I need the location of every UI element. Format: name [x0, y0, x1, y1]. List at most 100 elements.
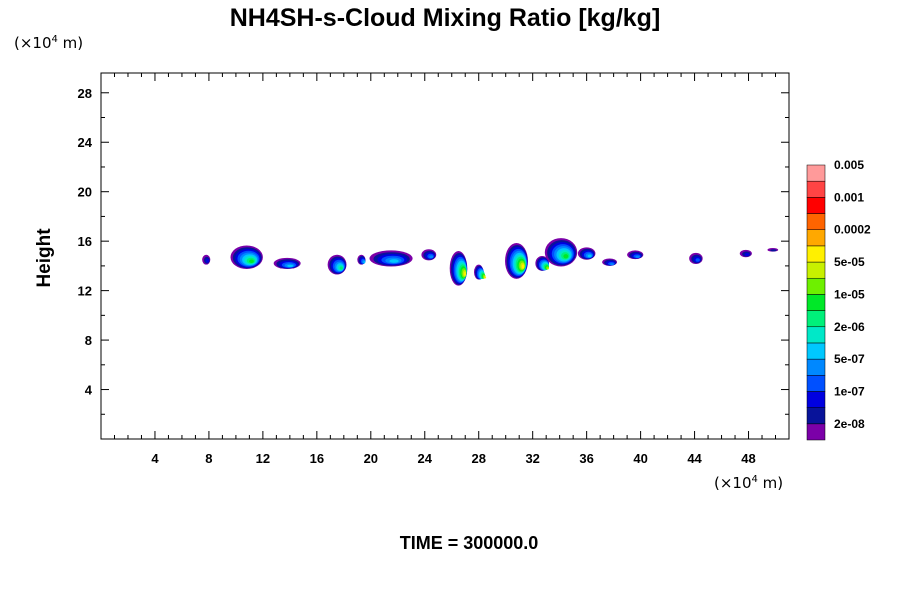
- colorbar-swatch: [806, 229, 826, 247]
- contour-level: [521, 264, 525, 269]
- contour-level: [770, 249, 777, 252]
- contour-level: [744, 252, 750, 257]
- contour-level: [587, 254, 592, 258]
- y-axis-unit-prefix: (×10: [14, 34, 52, 52]
- contour-level: [249, 259, 254, 263]
- contour-level: [389, 259, 399, 263]
- cloud-cell: [474, 264, 487, 280]
- cloud-cell: [689, 252, 703, 265]
- contour-level: [205, 258, 210, 263]
- colorbar-swatch: [806, 358, 826, 376]
- colorbar-label: 0.005: [834, 158, 864, 172]
- plot-frame: [100, 72, 790, 440]
- colorbar-label: 0.0002: [834, 223, 871, 237]
- colorbar-swatch: [806, 164, 826, 182]
- contour-level: [363, 261, 366, 264]
- cloud-cell: [544, 238, 578, 267]
- x-tick-label: 24: [418, 451, 433, 466]
- x-axis-unit-exponent: 4: [752, 474, 758, 485]
- colorbar-swatch: [806, 375, 826, 392]
- colorbar-swatch: [806, 197, 826, 214]
- x-tick-label: 32: [525, 451, 539, 466]
- cloud-cell: [505, 243, 528, 279]
- colorbar-swatch: [806, 294, 826, 311]
- cloud-cell: [739, 249, 752, 258]
- y-tick-label: 16: [78, 234, 92, 249]
- cloud-cell: [230, 245, 263, 269]
- contour-level: [695, 258, 700, 262]
- x-axis-unit-prefix: (×10: [714, 474, 752, 492]
- colorbar-swatch: [806, 423, 826, 441]
- x-tick-label: 28: [471, 451, 485, 466]
- y-axis-unit-exponent: 4: [52, 34, 58, 45]
- x-tick-label: 16: [310, 451, 324, 466]
- x-axis-unit-suffix: m): [758, 474, 783, 492]
- colorbar-label: 1e-07: [834, 384, 865, 398]
- colorbar-label: 5e-07: [834, 352, 865, 366]
- cloud-cell: [602, 258, 617, 266]
- y-tick-label: 8: [85, 333, 92, 348]
- colorbar-swatch: [806, 180, 826, 198]
- cloud-cell: [627, 250, 644, 260]
- y-tick-label: 28: [78, 86, 92, 101]
- x-tick-label: 40: [633, 451, 647, 466]
- colorbar-swatch: [806, 213, 826, 230]
- colorbar-swatch: [806, 277, 826, 295]
- y-axis-label: Height: [34, 228, 55, 288]
- colorbar-swatch: [806, 407, 826, 425]
- colorbar: [806, 164, 826, 441]
- colorbar-label: 0.001: [834, 190, 864, 204]
- y-axis-unit: (×104 m): [14, 34, 83, 52]
- y-tick-label: 24: [78, 135, 93, 150]
- y-tick-label: 4: [85, 383, 93, 398]
- axis-ticks: [101, 73, 789, 439]
- colorbar-label: 2e-06: [834, 320, 865, 334]
- contour-level: [339, 266, 343, 270]
- x-tick-label: 44: [687, 451, 702, 466]
- cloud-cells: [202, 238, 779, 286]
- colorbar-swatch: [806, 326, 826, 344]
- y-tick-labels: 4 8 12 16 20 24 28: [78, 86, 93, 398]
- contour-level: [484, 276, 487, 279]
- contour-level: [610, 263, 614, 266]
- x-tick-label: 8: [205, 451, 212, 466]
- x-tick-label: 20: [364, 451, 378, 466]
- contour-level: [563, 254, 569, 259]
- contour-level: [429, 255, 434, 259]
- colorbar-label: 5e-05: [834, 255, 865, 269]
- y-tick-label: 12: [78, 284, 92, 299]
- chart-title: NH4SH-s-Cloud Mixing Ratio [kg/kg]: [230, 4, 661, 32]
- cloud-cell: [273, 257, 301, 269]
- colorbar-swatch: [806, 245, 826, 263]
- colorbar-swatch: [806, 261, 826, 279]
- x-tick-label: 48: [741, 451, 755, 466]
- colorbar-swatch: [806, 391, 826, 408]
- y-tick-label: 20: [78, 185, 92, 200]
- x-tick-labels: 4 8 12 16 20 24 28 32 36 40 44 48: [151, 451, 755, 466]
- cloud-cell: [449, 251, 468, 286]
- colorbar-label: 2e-08: [834, 417, 865, 431]
- time-label: TIME = 300000.0: [400, 533, 539, 553]
- cloud-cell: [357, 254, 366, 265]
- colorbar-label: 1e-05: [834, 287, 865, 301]
- contour-level: [635, 255, 640, 258]
- x-tick-label: 4: [151, 451, 159, 466]
- x-tick-label: 12: [256, 451, 270, 466]
- contour-level: [464, 271, 467, 276]
- colorbar-swatch: [806, 342, 826, 360]
- cloud-cell: [202, 254, 211, 265]
- cloud-cell: [327, 254, 347, 275]
- x-tick-label: 36: [579, 451, 593, 466]
- colorbar-swatch: [806, 310, 826, 328]
- cloud-cell: [577, 247, 596, 260]
- contour-level: [287, 264, 294, 268]
- cloud-cell: [535, 256, 549, 271]
- y-axis-unit-suffix: m): [58, 34, 83, 52]
- cloud-cell: [369, 250, 413, 267]
- cloud-cell: [767, 247, 779, 252]
- x-axis-unit: (×104 m): [714, 474, 783, 492]
- cloud-cell: [421, 249, 437, 261]
- contour-level: [547, 267, 549, 270]
- colorbar-labels: 2e-08 1e-07 5e-07 2e-06 1e-05 5e-05 0.0002 0.00…: [834, 158, 871, 431]
